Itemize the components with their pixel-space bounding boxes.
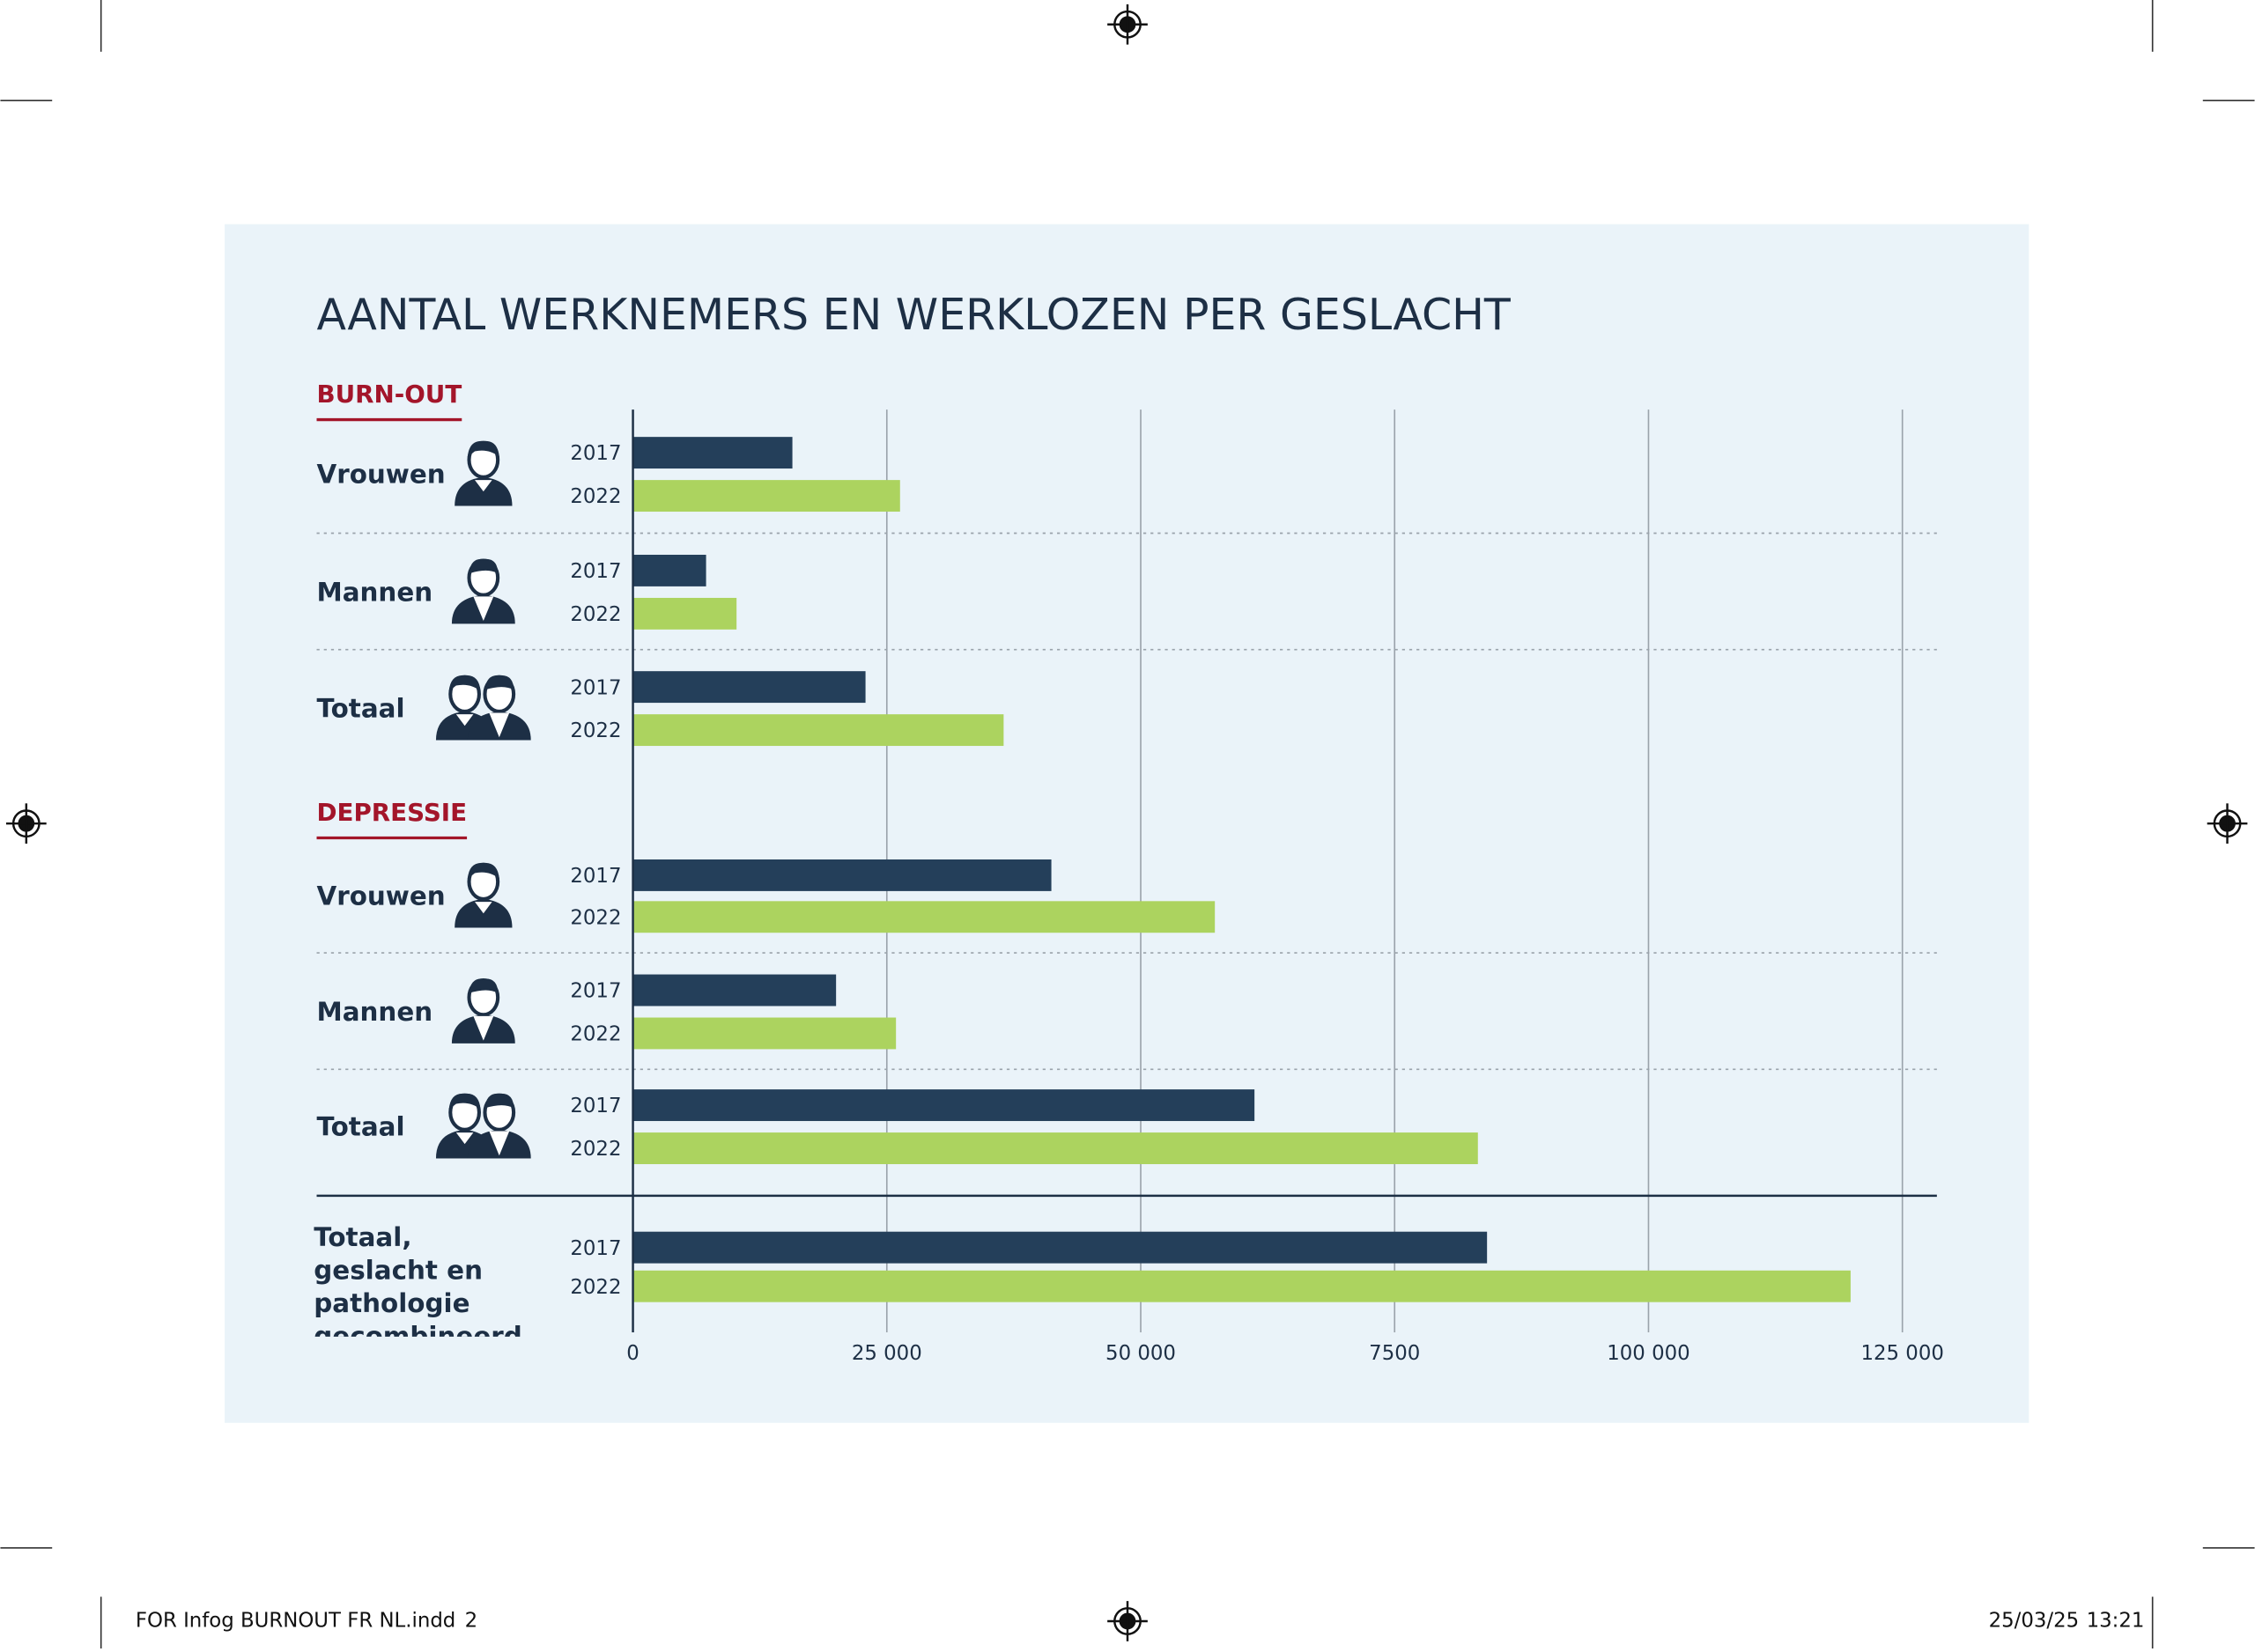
section-heading: BURN-OUT (317, 380, 462, 409)
bar (632, 974, 837, 1007)
bar (632, 859, 1052, 891)
x-tick-label: 50 000 (1105, 1342, 1176, 1365)
registration-marks (5, 4, 2248, 1641)
series-label: 2017 (570, 1237, 621, 1260)
category-label: Totaal, geslacht en pathologie gecombine… (314, 1222, 522, 1337)
bar (632, 597, 737, 630)
series-label: 2022 (570, 603, 621, 626)
footer-date: 25/03/25 (1989, 1609, 2080, 1632)
section-heading: DEPRESSIE (317, 798, 468, 827)
bar (632, 480, 900, 513)
category-label: Vrouwen (317, 881, 446, 911)
category-label-box: Totaal, geslacht en pathologie gecombine… (314, 1222, 522, 1337)
footer-page: 2 (465, 1609, 478, 1632)
category-label: Mannen (317, 997, 433, 1027)
x-tick-label: 25 000 (852, 1342, 922, 1365)
chart-background (225, 224, 2030, 1423)
series-label: 2022 (570, 906, 621, 929)
category-label: Totaal (317, 1112, 405, 1142)
series-label: 2022 (570, 1138, 621, 1161)
series-label: 2017 (570, 676, 621, 699)
chart-title: AANTAL WERKNEMERS EN WERKLOZEN PER GESLA… (317, 290, 1512, 340)
series-label: 2022 (570, 485, 621, 508)
bar (632, 437, 793, 469)
category-label: Mannen (317, 578, 433, 608)
bar (632, 901, 1216, 933)
series-label: 2017 (570, 1095, 621, 1117)
category-label: Vrouwen (317, 460, 446, 490)
series-label: 2017 (570, 980, 621, 1003)
series-label: 2022 (570, 1023, 621, 1046)
bar (632, 714, 1004, 747)
series-label: 2017 (570, 560, 621, 583)
category-label: Totaal (317, 694, 405, 724)
x-tick-label: 7500 (1369, 1342, 1420, 1365)
series-label: 2022 (570, 1276, 621, 1299)
bar (632, 1270, 1851, 1302)
x-tick-label: 125 000 (1860, 1342, 1943, 1365)
bar (632, 1132, 1478, 1164)
series-label: 2017 (570, 865, 621, 888)
footer-file: FOR Infog BURNOUT FR NL.indd (136, 1609, 455, 1632)
series-label: 2022 (570, 719, 621, 742)
bar (632, 671, 866, 704)
bar (632, 1231, 1488, 1264)
series-label: 2017 (570, 442, 621, 465)
x-tick-label: 100 000 (1607, 1342, 1689, 1365)
x-tick-label: 0 (626, 1342, 640, 1365)
bar (632, 554, 706, 586)
plot: 0 25 000 50 000 7500 100 000 125 000 BURN-OUT D… (314, 380, 1944, 1365)
bar (632, 1089, 1255, 1122)
bar (632, 1017, 897, 1050)
footer-time: 13:21 (2087, 1609, 2145, 1632)
